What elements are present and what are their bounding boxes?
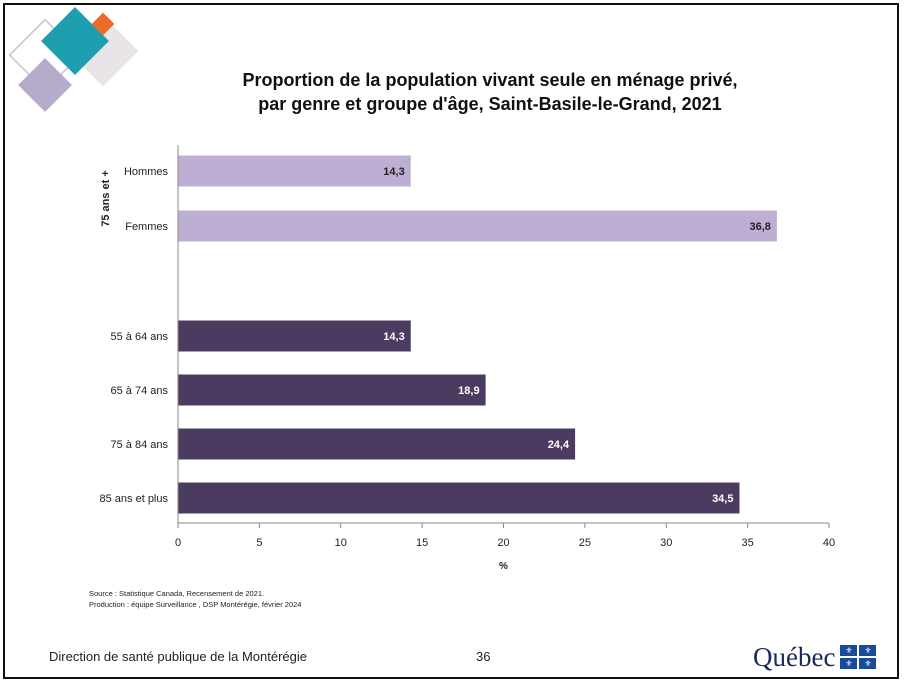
fleur-de-lis-icon: ⚜	[840, 658, 858, 669]
decorative-squares-logo	[8, 7, 139, 112]
y-category-label: Hommes	[124, 166, 169, 178]
bar-value-label: 18,9	[458, 385, 479, 397]
bar	[178, 210, 777, 242]
orange-square	[91, 12, 115, 36]
bar	[178, 155, 411, 187]
slide: Proportion de la population vivant seule…	[3, 3, 899, 679]
x-tick-label: 30	[660, 537, 672, 549]
fleur-de-lis-icon: ⚜	[840, 645, 858, 656]
x-axis-label: %	[499, 561, 508, 572]
y-category-label: Femmes	[125, 221, 168, 233]
quebec-logo: Québec ⚜ ⚜ ⚜ ⚜	[753, 637, 897, 677]
footer-organization: Direction de santé publique de la Montér…	[49, 649, 308, 664]
x-tick-label: 0	[175, 537, 181, 549]
fleur-de-lis-icon: ⚜	[859, 645, 877, 656]
y-category-label: 75 à 84 ans	[111, 439, 169, 451]
bar	[178, 374, 486, 406]
page-number: 36	[476, 649, 491, 664]
x-tick-label: 35	[742, 537, 754, 549]
production-note: Production : équipe Surveillance , DSP M…	[89, 600, 302, 609]
bar-value-label: 14,3	[383, 166, 404, 178]
x-tick-label: 25	[579, 537, 591, 549]
y-category-label: 85 ans et plus	[100, 493, 169, 505]
y-category-label: 65 à 74 ans	[111, 385, 169, 397]
x-tick-label: 10	[335, 537, 347, 549]
bar	[178, 482, 740, 514]
bar-value-label: 24,4	[548, 439, 570, 451]
quebec-flag-icon: ⚜ ⚜ ⚜ ⚜	[840, 645, 877, 669]
x-tick-label: 15	[416, 537, 428, 549]
bar	[178, 428, 576, 460]
y-category-label: 55 à 64 ans	[111, 331, 169, 343]
x-tick-label: 5	[256, 537, 262, 549]
bar-value-label: 14,3	[383, 331, 404, 343]
x-tick-label: 20	[497, 537, 509, 549]
bar-value-label: 34,5	[712, 493, 733, 505]
fleur-de-lis-icon: ⚜	[859, 658, 877, 669]
x-tick-label: 40	[823, 537, 835, 549]
bar-chart: 0 5 10 15 20 25 30 35 40% 14,3 Hommes 36,8 Femmes 75 …	[100, 145, 835, 572]
bar	[178, 320, 411, 352]
source-note: Source : Statistique Canada, Recensement…	[89, 589, 265, 598]
bar-value-label: 36,8	[749, 221, 770, 233]
chart-title-line1: Proportion de la population vivant seule…	[242, 70, 738, 90]
quebec-wordmark: Québec	[753, 641, 836, 672]
lavender-square	[18, 58, 72, 112]
group-label: 75 ans et +	[100, 170, 112, 227]
chart-title-line2: par genre et groupe d'âge, Saint-Basile-…	[258, 94, 722, 114]
